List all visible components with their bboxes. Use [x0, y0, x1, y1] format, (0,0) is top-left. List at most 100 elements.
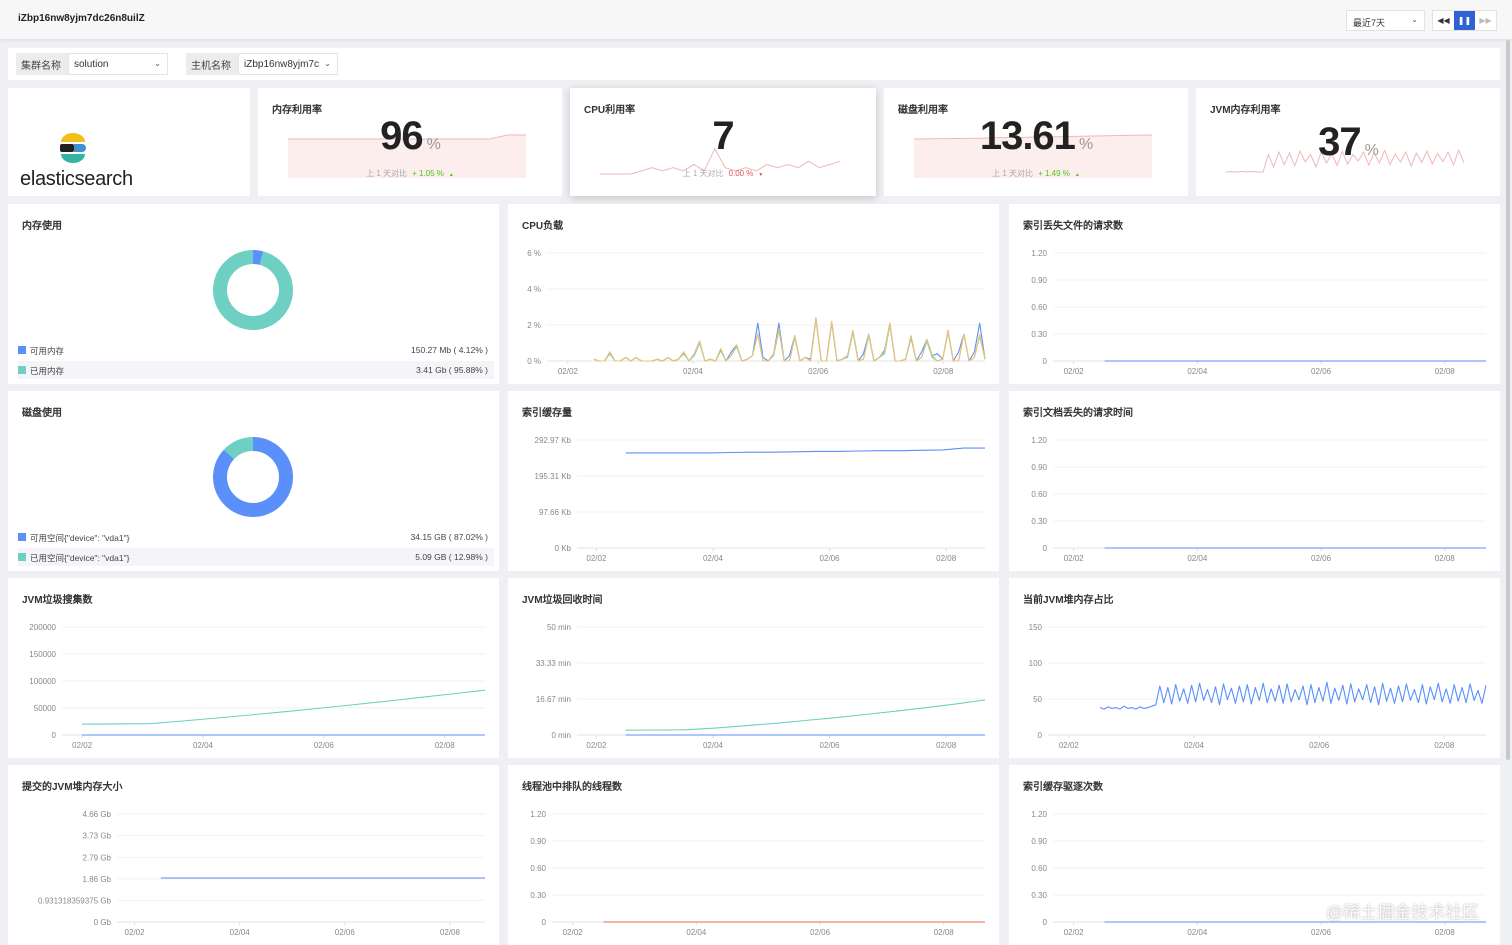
fast-forward-icon[interactable]: ▶▶	[1479, 16, 1492, 25]
line-chart-panel: 索引文档丢失的请求时间 0 0.30 0.60 0.90 1.20 02/02 02/04 02…	[1009, 391, 1500, 571]
kpi-number: 7	[712, 114, 734, 158]
y-tick-label: 0 Kb	[555, 544, 572, 553]
x-tick-label: 02/04	[230, 928, 251, 937]
kpi-number: 96	[380, 114, 423, 158]
page-scrollbar[interactable]	[1506, 40, 1510, 760]
donut-slice[interactable]	[253, 250, 264, 265]
sparkline-area	[288, 135, 526, 178]
line-chart-panel: 索引缓存驱逐次数 0 0.30 0.60 0.90 1.20 02/02 02/04 02/06…	[1009, 765, 1500, 945]
sparkline-area	[914, 135, 1152, 178]
pause-icon[interactable]: ❚❚	[1454, 11, 1475, 30]
y-tick-label: 0.60	[1031, 864, 1047, 873]
x-tick-label: 02/04	[1187, 554, 1208, 563]
y-tick-label: 100	[1029, 659, 1043, 668]
donut-slice[interactable]	[213, 437, 294, 517]
cluster-select[interactable]: solution ⌄	[68, 53, 168, 75]
x-tick-label: 02/06	[808, 367, 829, 376]
y-tick-label: 3.73 Gb	[83, 832, 112, 841]
x-tick-label: 02/08	[1434, 741, 1455, 750]
sparkline-line	[600, 147, 840, 175]
x-tick-label: 02/08	[936, 554, 957, 563]
series-line	[82, 689, 486, 725]
line-chart-panel: 索引缓存量 0 Kb 97.66 Kb 195.31 Kb 292.97 Kb 02/02…	[508, 391, 999, 571]
x-tick-label: 02/04	[1187, 367, 1208, 376]
y-tick-label: 0	[1038, 731, 1043, 740]
rewind-icon[interactable]: ◀◀	[1437, 16, 1450, 25]
panel-title: JVM垃圾回收时间	[522, 595, 603, 606]
kpi-title: 磁盘利用率	[898, 105, 948, 116]
kpi-sparkline	[914, 134, 1152, 178]
compare-value: + 1.49 %	[1038, 169, 1070, 178]
x-tick-label: 02/02	[586, 741, 607, 750]
y-tick-label: 0 %	[527, 357, 541, 366]
x-tick-label: 02/06	[810, 928, 831, 937]
kpi-sparkline	[1226, 148, 1464, 173]
y-tick-label: 0.60	[1031, 303, 1047, 312]
x-tick-label: 02/02	[558, 367, 579, 376]
x-tick-label: 02/04	[703, 554, 724, 563]
x-tick-label: 02/08	[934, 928, 955, 937]
line-chart-panel: JVM垃圾搜集数 0 50000 100000 150000 200000 02/02 02/…	[8, 578, 499, 758]
panel-title: CPU负载	[522, 221, 564, 232]
donut-chart	[213, 437, 294, 517]
y-tick-label: 2 %	[527, 321, 541, 330]
logo-text: elasticsearch	[20, 168, 133, 190]
kpi-card: CPU利用率 7 上 1 天对比 0.00 % ▼	[570, 88, 876, 196]
filter-bar: 集群名称 solution ⌄ 主机名称 iZbp16nw8yjm7c ⌄	[8, 48, 1500, 80]
panel-title: 索引文档丢失的请求时间	[1023, 408, 1133, 419]
donut-slice[interactable]	[223, 437, 253, 460]
panel-title: JVM垃圾搜集数	[22, 595, 93, 606]
x-tick-label: 02/06	[820, 741, 841, 750]
donut-slice[interactable]	[212, 250, 293, 330]
x-tick-label: 02/08	[435, 741, 456, 750]
kpi-title: 内存利用率	[272, 105, 322, 116]
x-tick-label: 02/06	[1311, 928, 1332, 937]
legend-item[interactable]: 已用空间{"device": "vda1"} 5.09 GB ( 12.98% )	[18, 548, 494, 566]
kpi-title: CPU利用率	[584, 105, 636, 116]
series-line	[593, 317, 986, 362]
x-tick-label: 02/02	[1064, 554, 1085, 563]
kpi-card: 磁盘利用率 13.61% 上 1 天对比 + 1.49 % ▲	[884, 88, 1188, 196]
x-tick-label: 02/08	[1435, 928, 1456, 937]
y-tick-label: 0 min	[551, 731, 571, 740]
x-tick-label: 02/06	[1309, 741, 1330, 750]
x-tick-label: 02/02	[1064, 367, 1085, 376]
line-chart-panel: 提交的JVM堆内存大小 0 Gb 0.931318359375 Gb 1.86 Gb 2…	[8, 765, 499, 945]
legend-swatch	[18, 346, 26, 354]
donut-chart	[212, 250, 293, 330]
time-range-select[interactable]: 最近7天 ⌄	[1346, 10, 1425, 31]
legend-swatch	[18, 553, 26, 561]
legend-swatch	[18, 533, 26, 541]
trend-up-icon: ▲	[1074, 172, 1080, 178]
x-tick-label: 02/04	[686, 928, 707, 937]
y-tick-label: 292.97 Kb	[535, 436, 572, 445]
top-header: iZbp16nw8yjm7dc26n8uilZ 最近7天 ⌄ ◀◀ ❚❚ ▶▶	[0, 0, 1512, 40]
y-tick-label: 50000	[34, 704, 57, 713]
y-tick-label: 150	[1029, 623, 1043, 632]
legend-item[interactable]: 已用内存 3.41 Gb ( 95.88% )	[18, 361, 494, 379]
x-tick-label: 02/08	[440, 928, 461, 937]
y-tick-label: 0.30	[1031, 330, 1047, 339]
time-range-value: 最近7天	[1353, 18, 1386, 28]
sparkline-line	[288, 134, 526, 140]
host-select[interactable]: iZbp16nw8yjm7c ⌄	[238, 53, 338, 75]
y-tick-label: 150000	[29, 650, 56, 659]
line-chart: 0 0.30 0.60 0.90 1.20 02/02 02/04 02/06 02/08	[1031, 249, 1486, 376]
trend-up-icon: ▲	[448, 172, 454, 178]
donut-panel: 磁盘使用 可用空间{"device": "vda1"} 34.15 GB ( 87.…	[8, 391, 499, 571]
y-tick-label: 0	[542, 918, 547, 927]
trend-down-icon: ▼	[758, 172, 764, 178]
y-tick-label: 16.67 min	[536, 695, 571, 704]
x-tick-label: 02/04	[703, 741, 724, 750]
x-tick-label: 02/06	[314, 741, 335, 750]
compare-label: 上 1 天对比	[366, 169, 408, 178]
legend-item[interactable]: 可用空间{"device": "vda1"} 34.15 GB ( 87.02% …	[18, 528, 494, 546]
y-tick-label: 195.31 Kb	[535, 472, 572, 481]
legend-swatch	[18, 366, 26, 374]
y-tick-label: 0.30	[1031, 517, 1047, 526]
panel-title: 索引丢失文件的请求数	[1023, 221, 1123, 232]
kpi-compare: 上 1 天对比 + 1.05 % ▲	[258, 168, 562, 179]
y-tick-label: 1.20	[1031, 810, 1047, 819]
legend-item[interactable]: 可用内存 150.27 Mb ( 4.12% )	[18, 341, 494, 359]
y-tick-label: 0.30	[530, 891, 546, 900]
